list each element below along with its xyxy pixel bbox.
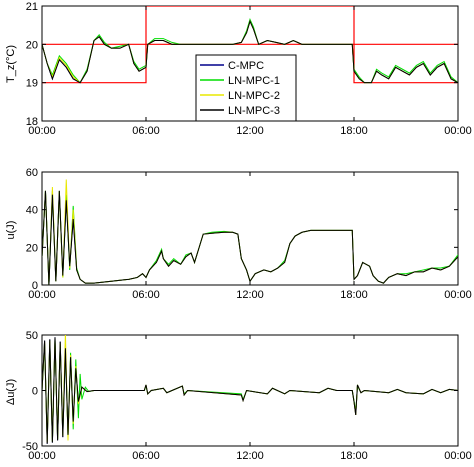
y-tick-label: 19 [26,78,38,90]
series-line-ln-mpc-1 [42,17,458,84]
x-tick-label: 00:00 [28,450,56,462]
y-tick-label: 0 [32,280,38,292]
x-tick-label: 18:00 [340,289,368,301]
y-tick-label: 20 [26,242,38,254]
legend-entry: LN-MPC-2 [228,90,280,102]
x-tick-label: 18:00 [340,125,368,137]
x-tick-label: 12:00 [236,450,264,462]
series-line-ln-mpc-3 [42,19,458,84]
y-tick-label: 40 [26,205,38,217]
x-tick-label: 00:00 [28,289,56,301]
y-tick-label: 18 [26,116,38,128]
x-tick-label: 06:00 [132,450,160,462]
x-tick-label: 00:00 [444,450,472,462]
legend: C-MPC LN-MPC-1 LN-MPC-2 LN-MPC-3 [195,54,297,122]
x-tick-label: 12:00 [236,289,264,301]
plot-area [41,171,459,286]
x-tick-label: 18:00 [340,450,368,462]
y-axis-label: T_z(°C) [5,45,17,83]
x-tick-label: 06:00 [132,289,160,301]
y-tick-label: 20 [26,39,38,51]
y-tick-label: 21 [26,1,38,13]
y-tick-label: 60 [26,167,38,179]
x-tick-label: 12:00 [236,125,264,137]
y-tick-label: -50 [22,441,38,453]
chart-panel-1: 00:00 06:00 12:00 18:00 00:0018192021T_z(°C)… [5,1,472,137]
legend-entry: LN-MPC-3 [228,105,280,117]
y-tick-label: 0 [32,386,38,398]
legend-entry: C-MPC [228,60,264,72]
y-tick-label: 50 [26,330,38,342]
series-line-ln-mpc-3 [42,337,458,444]
x-tick-label: 00:00 [28,125,56,137]
x-tick-label: 00:00 [444,125,472,137]
x-tick-label: 06:00 [132,125,160,137]
legend-entry: LN-MPC-1 [228,75,280,87]
series-line-ln-mpc-3 [42,190,458,285]
x-tick-label: 00:00 [444,289,472,301]
y-axis-label: u(J) [5,221,17,240]
y-axis-label: Δu(J) [5,379,17,405]
